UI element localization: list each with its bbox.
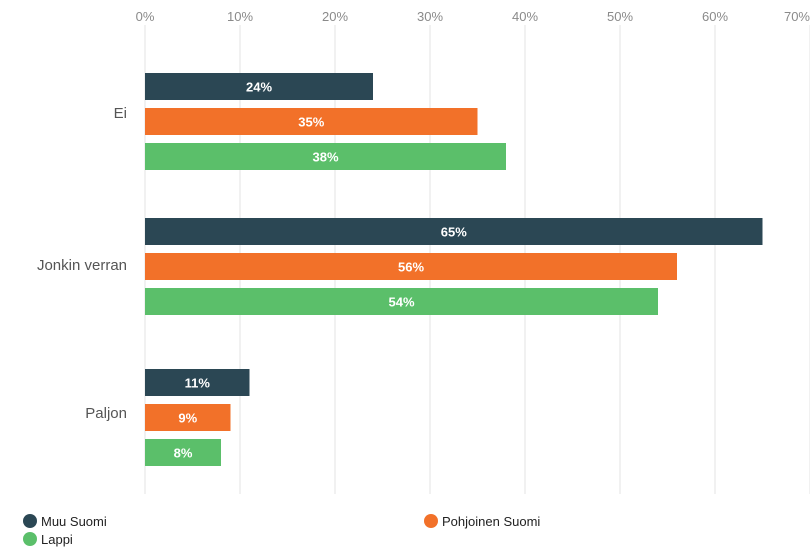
x-tick-label: 70% — [784, 9, 810, 24]
bar-value-label: 38% — [312, 150, 338, 165]
x-tick-label: 50% — [607, 9, 633, 24]
legend-swatch — [23, 532, 37, 546]
legend-item[interactable]: Muu Suomi — [23, 514, 107, 529]
category-label: Ei — [114, 105, 127, 122]
x-tick-label: 10% — [227, 9, 253, 24]
x-tick-label: 60% — [702, 9, 728, 24]
bar-value-label: 11% — [185, 376, 211, 391]
legend[interactable]: Muu Suomi Pohjoinen Suomi Lappi — [23, 514, 540, 547]
legend-label: Lappi — [41, 532, 73, 547]
bar-value-label: 65% — [441, 225, 467, 240]
bar-value-label: 54% — [388, 295, 414, 310]
bar-value-label: 9% — [178, 411, 197, 426]
x-tick-label: 0% — [136, 9, 155, 24]
category-label: Jonkin verran — [37, 257, 127, 274]
bar-value-label: 24% — [246, 80, 272, 95]
category-labels: Ei Jonkin verran Paljon — [37, 105, 127, 422]
legend-item[interactable]: Pohjoinen Suomi — [424, 514, 540, 529]
legend-label: Muu Suomi — [41, 514, 107, 529]
bar-value-label: 8% — [174, 446, 193, 461]
bar-value-label: 35% — [298, 115, 324, 130]
x-tick-label: 40% — [512, 9, 538, 24]
bars — [145, 73, 763, 466]
legend-swatch — [23, 514, 37, 528]
x-tick-label: 30% — [417, 9, 443, 24]
legend-item[interactable]: Lappi — [23, 532, 73, 547]
legend-label: Pohjoinen Suomi — [442, 514, 540, 529]
legend-swatch — [424, 514, 438, 528]
category-label: Paljon — [85, 405, 127, 422]
bar-value-label: 56% — [398, 260, 424, 275]
x-tick-label: 20% — [322, 9, 348, 24]
x-axis-ticks: 0% 10% 20% 30% 40% 50% 60% 70% — [136, 9, 810, 24]
